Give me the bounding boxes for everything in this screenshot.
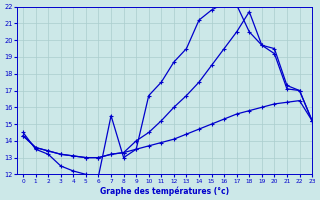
X-axis label: Graphe des températures (°c): Graphe des températures (°c)	[100, 186, 229, 196]
